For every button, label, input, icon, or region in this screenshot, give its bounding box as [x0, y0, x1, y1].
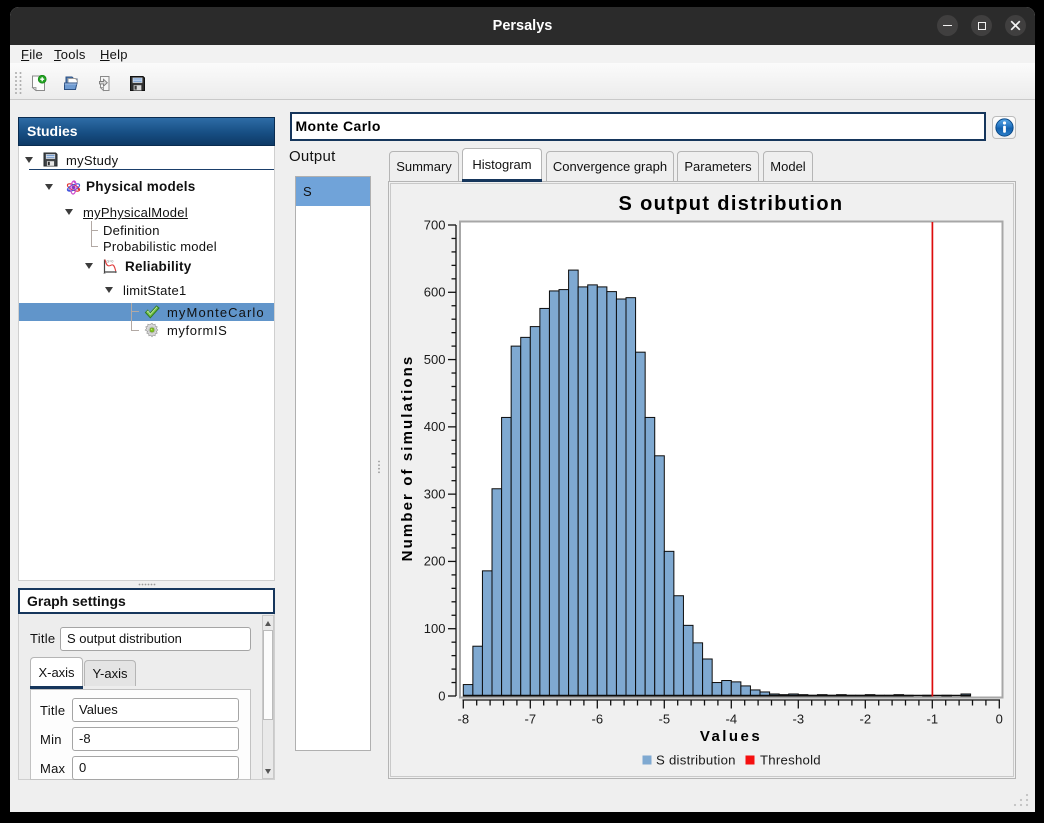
svg-text:0: 0 [438, 688, 445, 703]
svg-text:Threshold: Threshold [760, 753, 821, 768]
svg-text:Number of simulations: Number of simulations [399, 355, 416, 562]
svg-text:0: 0 [996, 712, 1003, 727]
svg-text:-7: -7 [525, 712, 537, 727]
svg-text:600: 600 [424, 285, 446, 300]
svg-text:-4: -4 [726, 712, 738, 727]
svg-text:400: 400 [424, 419, 446, 434]
svg-text:-6: -6 [592, 712, 604, 727]
svg-text:700: 700 [424, 217, 446, 232]
svg-text:500: 500 [424, 352, 446, 367]
svg-text:-8: -8 [458, 712, 470, 727]
svg-text:S output distribution: S output distribution [619, 193, 844, 215]
svg-text:-1: -1 [927, 712, 939, 727]
svg-text:300: 300 [424, 486, 446, 501]
svg-text:-3: -3 [793, 712, 805, 727]
svg-text:200: 200 [424, 554, 446, 569]
svg-text:Values: Values [700, 728, 762, 745]
svg-text:-2: -2 [860, 712, 872, 727]
svg-text:G=0: G=0 [107, 260, 114, 264]
svg-text:-5: -5 [659, 712, 671, 727]
svg-text:S distribution: S distribution [656, 753, 736, 768]
svg-text:100: 100 [424, 621, 446, 636]
